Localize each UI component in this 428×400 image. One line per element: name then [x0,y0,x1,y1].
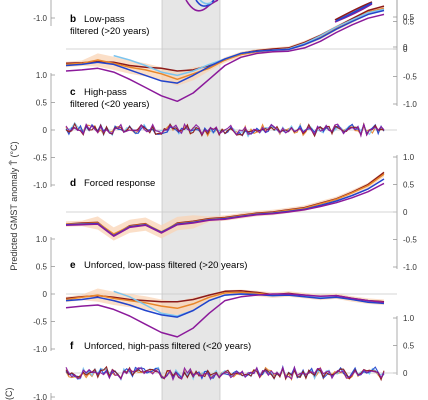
tick-label: 1.0 [36,71,48,80]
labels: -1.00.501.00.50-0.5-1.0bLow-passfiltered… [4,13,417,400]
tick-label: 0 [43,290,48,299]
tick-label: -1.0 [33,14,47,23]
tick-label: -1.0 [33,181,47,190]
tick-label: 0.5 [403,342,415,351]
tick-label: 0.5 [36,263,48,272]
panel-b [65,0,398,106]
panel-e-purple-line [65,293,385,338]
panel-f-letter: f [70,341,74,352]
tick-label: 1.0 [403,314,415,323]
panel-b-title: Low-pass [84,14,125,25]
panel-c [50,73,397,187]
panel-a-line [334,1,373,21]
tick-label: 0.5 [403,13,415,22]
panel-c-title: filtered (<20 years) [70,99,149,110]
tick-label: 0 [403,45,408,54]
tick-label: 1.0 [36,235,48,244]
panel-b-letter: b [70,14,76,25]
shaded-period [161,0,221,400]
tick-label: -1.0 [403,263,417,272]
panel-f-title: Unforced, high-pass filtered (<20 years) [84,341,251,352]
panel-b-title: filtered (>20 years) [70,26,149,37]
panel-g-partial [50,393,55,400]
tick-label: -0.5 [33,318,47,327]
tick-label: 0 [403,43,408,52]
partial-axis-label: (C) [4,388,14,400]
panel-c-letter: c [70,87,76,98]
panel-b-purple-line [65,13,385,103]
tick-label: 0 [403,369,408,378]
panel-d-purple-line [65,182,385,237]
panel-c-purple-line [65,122,385,138]
tick-label: -0.5 [33,154,47,163]
y-axis-label: Predicted GMST anomaly T̂ (°C) [9,141,19,270]
tick-label: 0 [403,208,408,217]
panel-d-letter: d [70,178,76,189]
panel-c-title: High-pass [84,87,127,98]
panel-a-line [199,0,213,5]
tick-label: 0.5 [403,18,415,27]
tick-label: 0 [43,126,48,135]
tick-label: 0.5 [36,99,48,108]
tick-label: -0.5 [403,236,417,245]
panel-e-title: Unforced, low-pass filtered (>20 years) [84,260,247,271]
shaded-period-band [162,0,220,400]
panel-e-letter: e [70,260,76,271]
tick-label: 1.0 [403,153,415,162]
tick-label: -1.0 [33,345,47,354]
tick-label: 0.5 [403,181,415,190]
tick-label: -0.5 [403,73,417,82]
panel-f [65,316,398,382]
panel-a-line [185,0,219,12]
tick-label: -1.0 [403,100,417,109]
panel-b-orange-line [65,7,385,81]
panel-d [65,155,398,269]
panels [50,0,398,400]
panel-e [50,237,397,351]
panel-e-blue-line [65,293,385,318]
panel-d-title: Forced response [84,178,155,189]
panel-a-line [335,2,373,22]
panel-f-purple-line [65,365,385,382]
panel-b-blue-line [65,9,385,84]
tick-label: -1.0 [33,393,47,400]
panel-a-partial [50,0,398,48]
